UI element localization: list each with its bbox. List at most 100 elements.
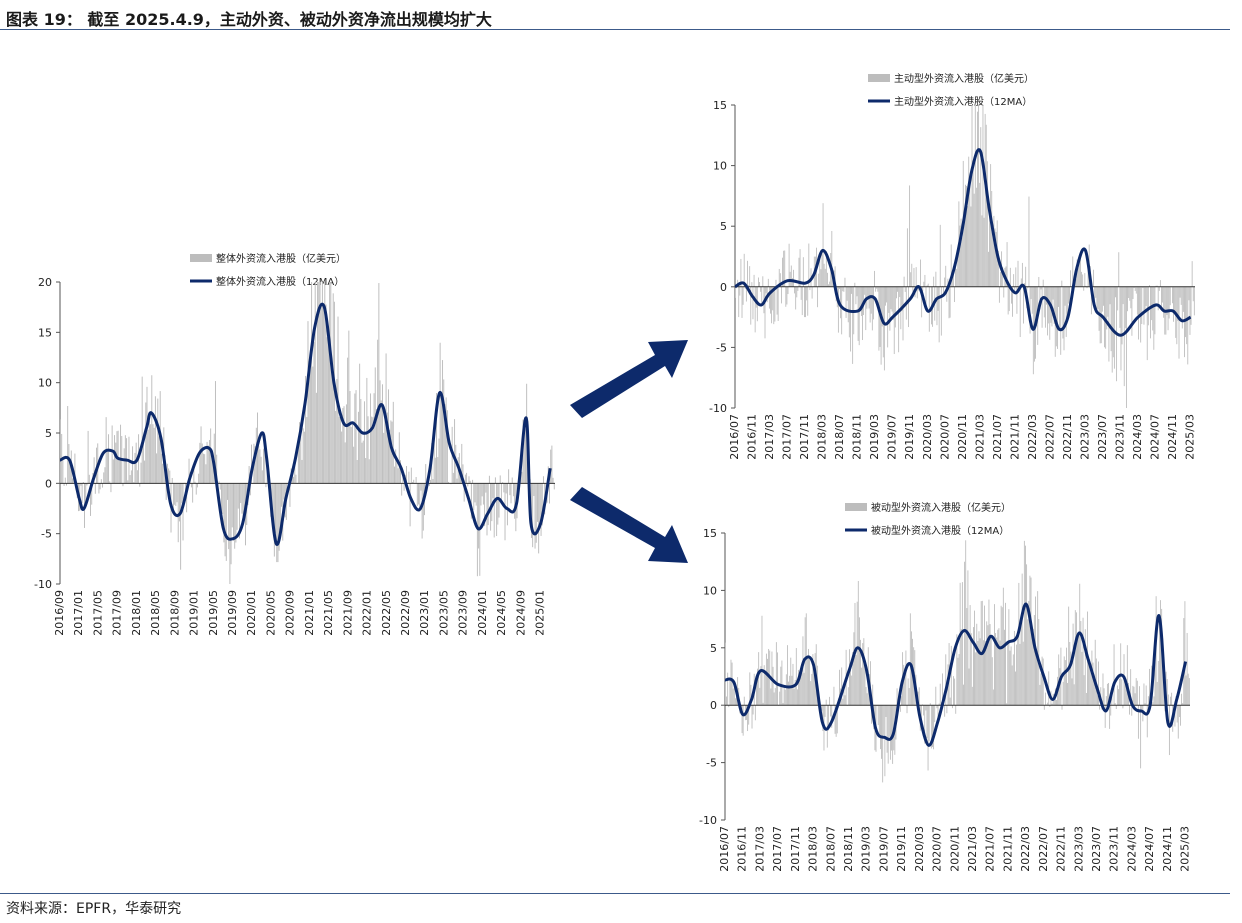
- active-bar: [1110, 286, 1112, 352]
- passive-bar: [761, 615, 763, 706]
- active-bar: [1130, 286, 1132, 309]
- active-bar: [786, 286, 788, 305]
- passive-bar: [942, 673, 943, 706]
- overall-bar: [115, 442, 117, 484]
- overall-bar: [342, 408, 344, 484]
- active-bar: [988, 251, 989, 287]
- overall-bar: [156, 453, 158, 484]
- passive-bar: [788, 681, 789, 706]
- passive-bar: [953, 676, 954, 706]
- passive-bar: [1103, 688, 1105, 706]
- overall-bar: [344, 442, 346, 484]
- passive-bar: [865, 687, 867, 706]
- passive-bar: [1075, 612, 1077, 706]
- passive-bar: [1174, 705, 1176, 727]
- active-bar: [1167, 286, 1169, 331]
- passive-bar: [1126, 645, 1128, 706]
- active-bar: [1191, 261, 1193, 287]
- passive-bar: [1188, 678, 1190, 706]
- active-bar: [745, 286, 747, 302]
- passive-bar: [1133, 686, 1135, 706]
- active-bar: [946, 286, 948, 302]
- passive-bar: [1033, 615, 1035, 706]
- overall-bar: [188, 458, 190, 484]
- passive-bar: [866, 693, 868, 706]
- active-bar: [1119, 286, 1121, 328]
- passive-bar: [1001, 607, 1003, 706]
- passive-bar: [961, 582, 963, 706]
- overall-bar: [98, 483, 100, 494]
- overall-bar: [210, 428, 212, 484]
- passive-bar: [732, 688, 734, 706]
- active-monthly-bars: [735, 105, 1195, 408]
- active-bar: [1159, 280, 1161, 287]
- overall-bar: [454, 419, 456, 484]
- passive-bar: [803, 672, 805, 706]
- passive-bar: [956, 634, 958, 706]
- passive-bar: [1023, 540, 1025, 706]
- active-bar: [820, 269, 822, 287]
- passive-bar: [878, 705, 880, 735]
- passive-bar: [970, 633, 972, 706]
- overall-bar: [175, 483, 177, 506]
- passive-bar: [977, 641, 979, 706]
- passive-bar: [1064, 660, 1066, 706]
- overall-bar: [500, 483, 502, 505]
- passive-bar: [862, 643, 864, 706]
- passive-bar: [886, 705, 888, 753]
- active-bar: [906, 228, 908, 287]
- overall-bar: [273, 483, 275, 557]
- passive-bar: [796, 689, 798, 706]
- active-xtick-label: 2019/11: [903, 414, 916, 460]
- active-bar: [992, 227, 994, 287]
- passive-bar: [1104, 705, 1106, 728]
- active-xtick-label: 2024/03: [1131, 414, 1144, 460]
- passive-bar: [1170, 696, 1171, 706]
- passive-bar: [1049, 705, 1051, 707]
- overall-bar: [272, 483, 274, 527]
- active-bar: [904, 286, 906, 292]
- passive-bar: [806, 658, 808, 706]
- passive-xtick-label: 2017/03: [753, 826, 766, 872]
- active-bar: [951, 278, 953, 287]
- passive-bar: [783, 686, 785, 706]
- overall-bar: [219, 483, 221, 490]
- active-bar: [890, 286, 892, 310]
- overall-bar: [494, 477, 496, 484]
- overall-bar: [193, 467, 195, 484]
- passive-bar: [1132, 685, 1134, 706]
- overall-bar: [112, 459, 114, 484]
- active-bar: [784, 250, 786, 287]
- overall-bar: [258, 445, 260, 484]
- active-bar: [1103, 286, 1104, 306]
- active-xtick-label: 2022/03: [1026, 414, 1039, 460]
- passive-bar: [1091, 650, 1093, 706]
- active-bar: [923, 281, 925, 287]
- passive-xtick-label: 2018/03: [807, 826, 820, 872]
- overall-bar: [216, 454, 218, 484]
- overall-bar: [395, 449, 397, 484]
- overall-bar: [277, 483, 279, 563]
- overall-bar: [283, 483, 285, 500]
- passive-bar: [909, 613, 911, 706]
- passive-bar: [932, 705, 933, 748]
- passive-bar: [833, 686, 835, 706]
- active-bar: [806, 286, 808, 301]
- overall-bar: [307, 321, 309, 484]
- active-bar: [781, 286, 782, 304]
- overall-bar: [463, 483, 465, 502]
- overall-bar: [452, 472, 454, 484]
- passive-ytick-label: -5: [706, 757, 717, 770]
- active-bar: [787, 286, 789, 295]
- passive-bar: [1180, 705, 1181, 726]
- active-legend-bar-label: 主动型外资流入港股（亿美元）: [894, 72, 1034, 85]
- active-bar: [960, 218, 962, 287]
- overall-bar: [536, 483, 538, 522]
- passive-bar: [918, 687, 920, 706]
- passive-bar: [1137, 705, 1139, 739]
- passive-bar: [1145, 685, 1147, 706]
- active-bar: [809, 286, 811, 291]
- active-bar: [1055, 286, 1057, 347]
- active-bar: [1122, 286, 1124, 305]
- overall-bar: [154, 396, 156, 484]
